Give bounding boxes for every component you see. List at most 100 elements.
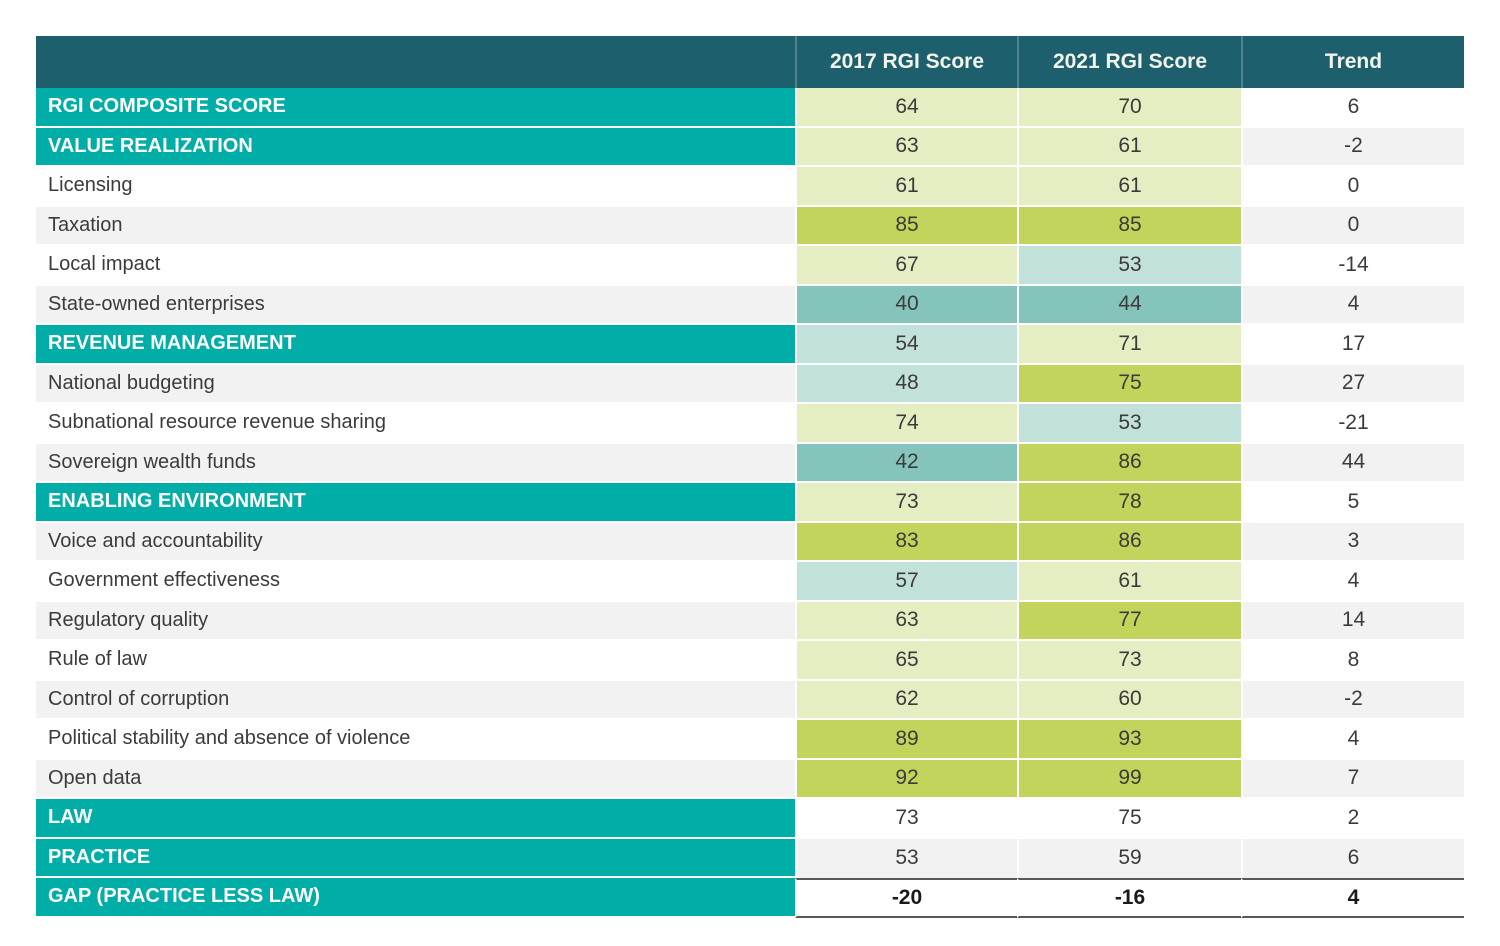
score-2017-cell: 42 — [795, 443, 1017, 483]
rgi-score-table: 2017 RGI Score 2021 RGI Score Trend RGI … — [36, 36, 1464, 918]
score-2021-cell: 61 — [1017, 127, 1241, 167]
score-2017-cell: 64 — [795, 88, 1017, 128]
trend-cell: 4 — [1241, 562, 1464, 602]
row-label: Open data — [36, 759, 795, 799]
trend-cell: 0 — [1241, 206, 1464, 246]
row-label: Licensing — [36, 167, 795, 207]
score-2021-cell: 93 — [1017, 720, 1241, 760]
table-row: Sovereign wealth funds 42 86 44 — [36, 443, 1464, 483]
score-2017-cell: 73 — [795, 483, 1017, 523]
table-row: Political stability and absence of viole… — [36, 720, 1464, 760]
row-label: ENABLING ENVIRONMENT — [36, 483, 795, 523]
score-2021-cell: 78 — [1017, 483, 1241, 523]
row-label: Sovereign wealth funds — [36, 443, 795, 483]
row-label: PRACTICE — [36, 838, 795, 878]
score-2017-cell: 62 — [795, 680, 1017, 720]
score-2021-cell: 60 — [1017, 680, 1241, 720]
trend-cell: 44 — [1241, 443, 1464, 483]
table-row: VALUE REALIZATION 63 61 -2 — [36, 127, 1464, 167]
score-2021-cell: 53 — [1017, 246, 1241, 286]
trend-cell: 2 — [1241, 799, 1464, 839]
row-label: Control of corruption — [36, 680, 795, 720]
row-label: Government effectiveness — [36, 562, 795, 602]
trend-cell: 0 — [1241, 167, 1464, 207]
score-2021-cell: 86 — [1017, 522, 1241, 562]
score-2021-cell: 73 — [1017, 641, 1241, 681]
row-label: Rule of law — [36, 641, 795, 681]
table-body: RGI COMPOSITE SCORE 64 70 6 VALUE REALIZ… — [36, 88, 1464, 918]
score-2021-cell: 61 — [1017, 167, 1241, 207]
score-2017-cell: 73 — [795, 799, 1017, 839]
trend-cell: -2 — [1241, 680, 1464, 720]
table-row: LAW 73 75 2 — [36, 799, 1464, 839]
row-label: REVENUE MANAGEMENT — [36, 325, 795, 365]
trend-cell: -21 — [1241, 404, 1464, 444]
header-2021-rgi-score: 2021 RGI Score — [1017, 36, 1241, 88]
score-2017-cell: 85 — [795, 206, 1017, 246]
table-row: Regulatory quality 63 77 14 — [36, 601, 1464, 641]
row-label: State-owned enterprises — [36, 285, 795, 325]
row-label: Political stability and absence of viole… — [36, 720, 795, 760]
header-2017-rgi-score: 2017 RGI Score — [795, 36, 1017, 88]
score-2021-cell: 85 — [1017, 206, 1241, 246]
trend-cell: 14 — [1241, 601, 1464, 641]
row-label: LAW — [36, 799, 795, 839]
row-label: Taxation — [36, 206, 795, 246]
score-2017-cell: 63 — [795, 601, 1017, 641]
score-2017-cell: -20 — [795, 878, 1017, 918]
score-2017-cell: 53 — [795, 838, 1017, 878]
trend-cell: 6 — [1241, 838, 1464, 878]
trend-cell: 4 — [1241, 720, 1464, 760]
trend-cell: -14 — [1241, 246, 1464, 286]
trend-cell: 7 — [1241, 759, 1464, 799]
table-row: Taxation 85 85 0 — [36, 206, 1464, 246]
score-2021-cell: 75 — [1017, 799, 1241, 839]
score-2021-cell: 99 — [1017, 759, 1241, 799]
score-2021-cell: 86 — [1017, 443, 1241, 483]
score-2021-cell: -16 — [1017, 878, 1241, 918]
score-2021-cell: 59 — [1017, 838, 1241, 878]
score-2021-cell: 77 — [1017, 601, 1241, 641]
table-row: Control of corruption 62 60 -2 — [36, 680, 1464, 720]
row-label: VALUE REALIZATION — [36, 127, 795, 167]
score-2021-cell: 53 — [1017, 404, 1241, 444]
table-row: Local impact 67 53 -14 — [36, 246, 1464, 286]
row-label: National budgeting — [36, 364, 795, 404]
trend-cell: 4 — [1241, 878, 1464, 918]
score-2017-cell: 48 — [795, 364, 1017, 404]
trend-cell: 3 — [1241, 522, 1464, 562]
table-row: PRACTICE 53 59 6 — [36, 838, 1464, 878]
score-2017-cell: 67 — [795, 246, 1017, 286]
table-row: Rule of law 65 73 8 — [36, 641, 1464, 681]
table-row: ENABLING ENVIRONMENT 73 78 5 — [36, 483, 1464, 523]
header-empty-cell — [36, 36, 795, 88]
row-label: RGI COMPOSITE SCORE — [36, 88, 795, 128]
score-2017-cell: 83 — [795, 522, 1017, 562]
trend-cell: 8 — [1241, 641, 1464, 681]
score-2017-cell: 92 — [795, 759, 1017, 799]
score-2017-cell: 74 — [795, 404, 1017, 444]
trend-cell: 4 — [1241, 285, 1464, 325]
row-label: Subnational resource revenue sharing — [36, 404, 795, 444]
table-header-row: 2017 RGI Score 2021 RGI Score Trend — [36, 36, 1464, 88]
score-2017-cell: 63 — [795, 127, 1017, 167]
table-row: Subnational resource revenue sharing 74 … — [36, 404, 1464, 444]
table-row: RGI COMPOSITE SCORE 64 70 6 — [36, 88, 1464, 128]
table-row: Voice and accountability 83 86 3 — [36, 522, 1464, 562]
table-row: Open data 92 99 7 — [36, 759, 1464, 799]
score-2021-cell: 70 — [1017, 88, 1241, 128]
table-row: GAP (PRACTICE LESS LAW) -20 -16 4 — [36, 878, 1464, 918]
score-2021-cell: 71 — [1017, 325, 1241, 365]
table-row: Government effectiveness 57 61 4 — [36, 562, 1464, 602]
trend-cell: 5 — [1241, 483, 1464, 523]
score-2021-cell: 75 — [1017, 364, 1241, 404]
trend-cell: 6 — [1241, 88, 1464, 128]
row-label: Local impact — [36, 246, 795, 286]
header-trend: Trend — [1241, 36, 1464, 88]
table-row: National budgeting 48 75 27 — [36, 364, 1464, 404]
row-label: GAP (PRACTICE LESS LAW) — [36, 878, 795, 918]
score-2017-cell: 89 — [795, 720, 1017, 760]
score-2021-cell: 61 — [1017, 562, 1241, 602]
score-2017-cell: 65 — [795, 641, 1017, 681]
trend-cell: 27 — [1241, 364, 1464, 404]
